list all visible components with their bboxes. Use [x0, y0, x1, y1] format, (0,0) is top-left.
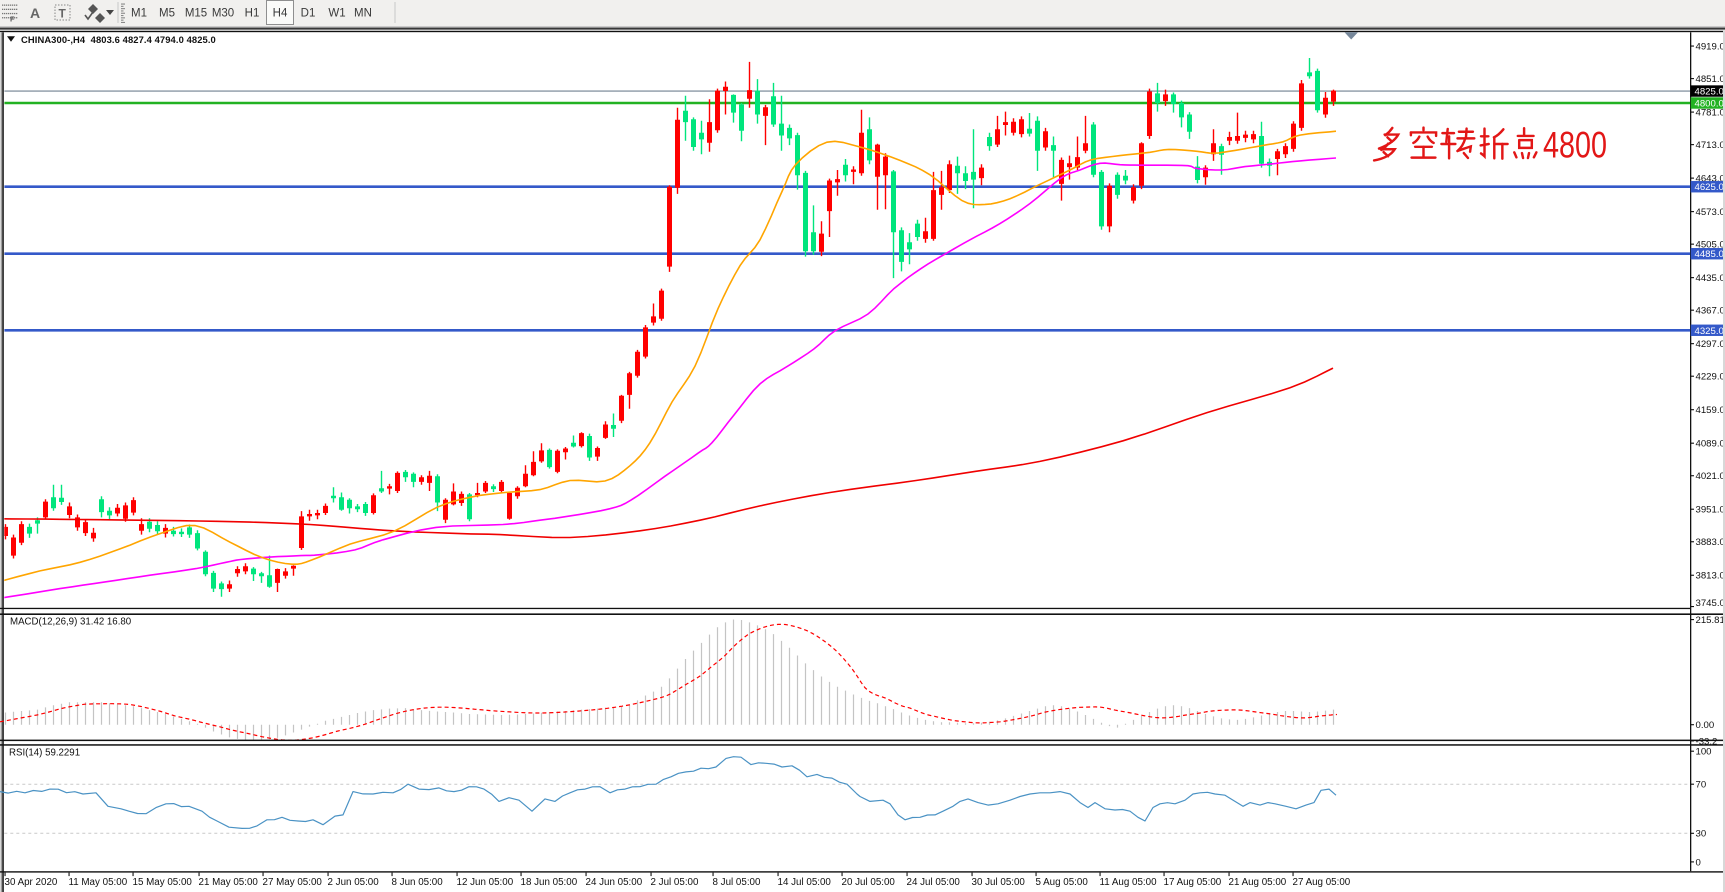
svg-text:8 Jun 05:00: 8 Jun 05:00	[392, 877, 444, 888]
svg-text:4325.0: 4325.0	[1695, 326, 1724, 337]
svg-text:T: T	[59, 7, 67, 21]
svg-text:17 Aug 05:00: 17 Aug 05:00	[1164, 877, 1222, 888]
svg-text:-33.2: -33.2	[1696, 736, 1718, 747]
svg-text:24 Jul 05:00: 24 Jul 05:00	[907, 877, 961, 888]
svg-text:8 Jul 05:00: 8 Jul 05:00	[713, 877, 761, 888]
svg-text:24 Jun 05:00: 24 Jun 05:00	[586, 877, 643, 888]
svg-text:M30: M30	[212, 8, 234, 20]
svg-text:4781.0: 4781.0	[1696, 107, 1725, 118]
svg-text:RSI(14) 59.2291: RSI(14) 59.2291	[9, 748, 80, 759]
svg-text:4643.0: 4643.0	[1696, 174, 1725, 185]
svg-text:M15: M15	[185, 8, 207, 20]
svg-text:4505.0: 4505.0	[1696, 240, 1725, 251]
svg-text:21 Aug 05:00: 21 Aug 05:00	[1229, 877, 1287, 888]
svg-text:100: 100	[1696, 747, 1712, 758]
svg-text:27 Aug 05:00: 27 Aug 05:00	[1293, 877, 1351, 888]
svg-text:4573.0: 4573.0	[1696, 207, 1725, 218]
svg-text:30: 30	[1696, 829, 1707, 840]
svg-text:18 Jun 05:00: 18 Jun 05:00	[521, 877, 578, 888]
svg-text:4800: 4800	[1543, 125, 1607, 166]
svg-text:4800.0: 4800.0	[1695, 99, 1724, 110]
svg-text:4851.0: 4851.0	[1696, 74, 1725, 85]
svg-text:MACD(12,26,9) 31.42 16.80: MACD(12,26,9) 31.42 16.80	[10, 617, 132, 628]
svg-text:F: F	[10, 15, 15, 24]
svg-text:4825.0: 4825.0	[1695, 87, 1724, 98]
svg-text:3883.0: 3883.0	[1696, 537, 1725, 548]
svg-text:30 Jul 05:00: 30 Jul 05:00	[972, 877, 1026, 888]
svg-text:11 May 05:00: 11 May 05:00	[69, 877, 128, 888]
svg-text:D1: D1	[301, 8, 316, 20]
svg-text:70: 70	[1696, 780, 1707, 791]
svg-text:30 Apr 2020: 30 Apr 2020	[5, 877, 58, 888]
svg-text:M1: M1	[131, 8, 147, 20]
svg-text:21 May 05:00: 21 May 05:00	[199, 877, 259, 888]
svg-text:H1: H1	[245, 8, 260, 20]
svg-text:12 Jun 05:00: 12 Jun 05:00	[457, 877, 514, 888]
svg-text:M5: M5	[159, 8, 175, 20]
svg-text:4625.0: 4625.0	[1695, 182, 1724, 193]
svg-text:3951.0: 3951.0	[1696, 505, 1725, 516]
svg-text:4485.0: 4485.0	[1695, 249, 1724, 260]
svg-text:4021.0: 4021.0	[1696, 471, 1725, 482]
svg-text:A: A	[30, 5, 40, 21]
svg-text:H4: H4	[273, 8, 288, 20]
svg-text:MN: MN	[354, 8, 372, 20]
svg-text:3745.0: 3745.0	[1696, 598, 1725, 609]
svg-text:4919.0: 4919.0	[1696, 41, 1725, 52]
svg-text:15 May 05:00: 15 May 05:00	[133, 877, 193, 888]
svg-text:14 Jul 05:00: 14 Jul 05:00	[778, 877, 832, 888]
svg-text:CHINA300-,H4 4803.6 4827.4 47: CHINA300-,H4 4803.6 4827.4 4794.0 4825.0	[21, 34, 216, 45]
svg-text:0.00: 0.00	[1696, 720, 1715, 731]
svg-text:4297.0: 4297.0	[1696, 339, 1725, 350]
svg-text:4367.0: 4367.0	[1696, 306, 1725, 317]
svg-text:W1: W1	[328, 8, 345, 20]
svg-text:3813.0: 3813.0	[1696, 571, 1725, 582]
svg-text:0: 0	[1696, 857, 1701, 868]
svg-text:20 Jul 05:00: 20 Jul 05:00	[842, 877, 896, 888]
svg-text:2 Jul 05:00: 2 Jul 05:00	[651, 877, 699, 888]
svg-text:215.81: 215.81	[1696, 615, 1725, 626]
svg-text:5 Aug 05:00: 5 Aug 05:00	[1036, 877, 1089, 888]
svg-text:2 Jun 05:00: 2 Jun 05:00	[328, 877, 380, 888]
svg-text:27 May 05:00: 27 May 05:00	[263, 877, 323, 888]
svg-text:4435.0: 4435.0	[1696, 273, 1725, 284]
svg-text:4713.0: 4713.0	[1696, 140, 1725, 151]
svg-text:4089.0: 4089.0	[1696, 439, 1725, 450]
svg-text:4159.0: 4159.0	[1696, 405, 1725, 416]
svg-text:11 Aug 05:00: 11 Aug 05:00	[1100, 877, 1158, 888]
svg-text:4229.0: 4229.0	[1696, 372, 1725, 383]
